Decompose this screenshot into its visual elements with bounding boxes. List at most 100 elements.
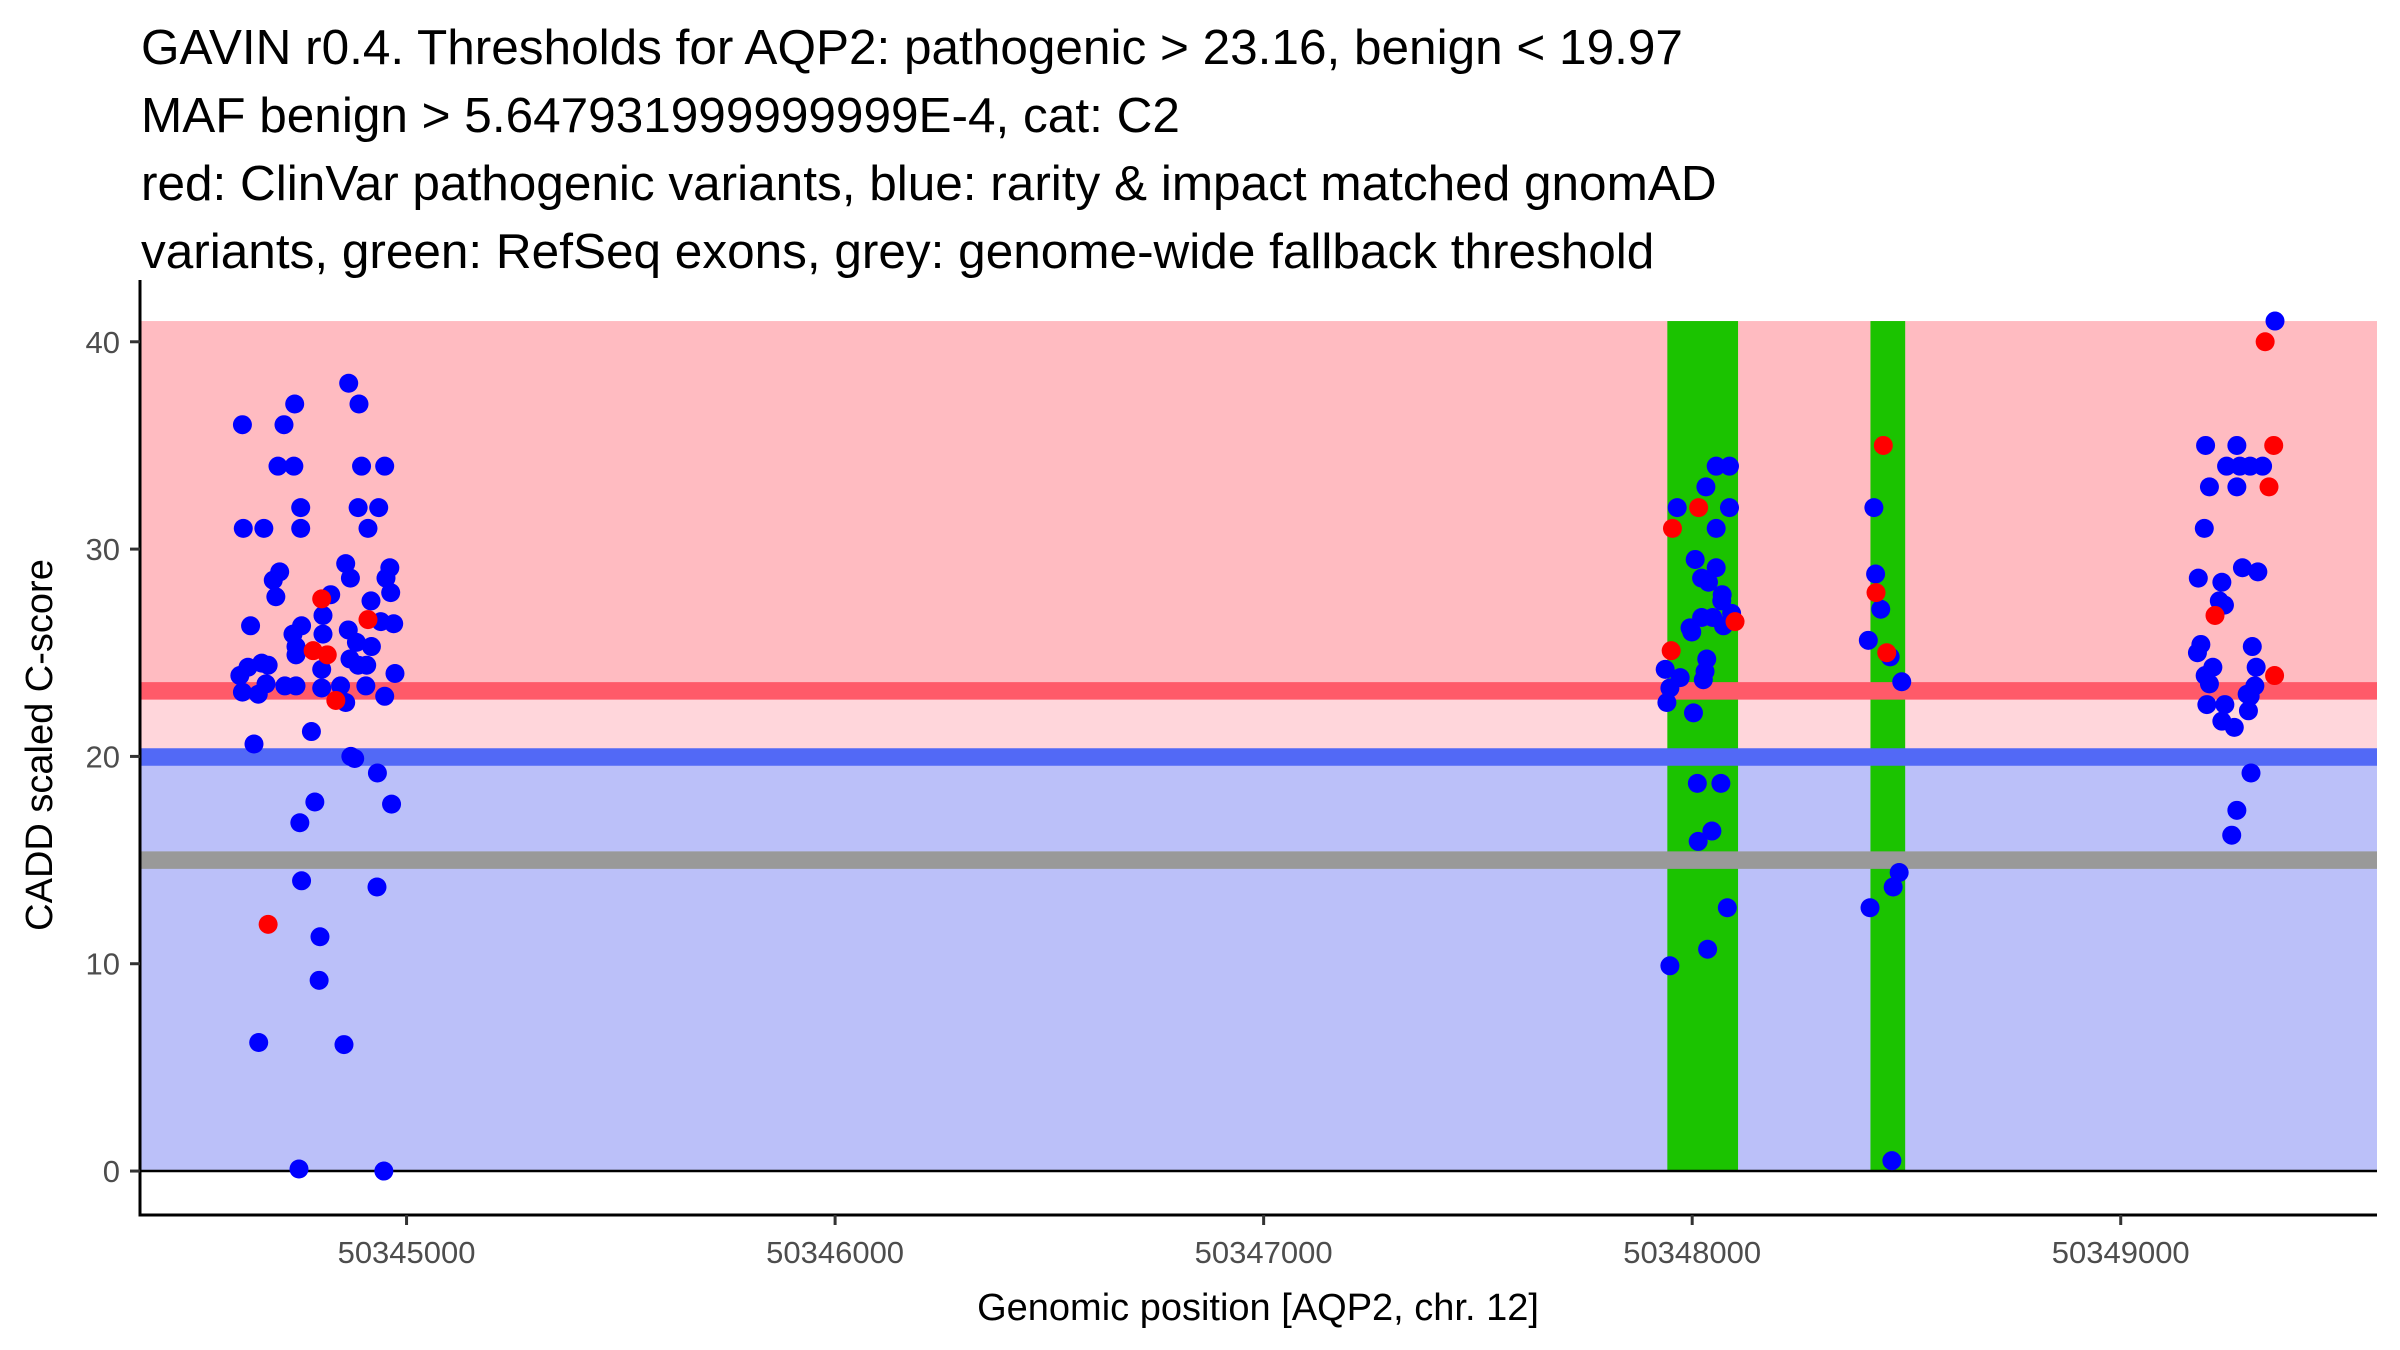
gnomad-point [361, 637, 381, 657]
x-tick-label: 50349000 [2052, 1235, 2190, 1270]
gnomad-point [313, 605, 333, 625]
y-tick-label: 20 [86, 739, 120, 774]
gnomad-point [2238, 701, 2258, 721]
gnomad-point [2227, 800, 2247, 820]
gnomad-point [376, 568, 396, 588]
clinvar-point [312, 589, 332, 609]
gnomad-point [1682, 622, 1702, 642]
chart-title-line-3: red: ClinVar pathogenic variants, blue: … [141, 156, 1717, 211]
gnomad-point [358, 518, 378, 538]
gnomad-point [233, 518, 253, 538]
gnomad-point [1667, 498, 1687, 518]
benign-band [141, 757, 2377, 1172]
gnomad-point [248, 684, 268, 704]
clinvar-point [2265, 666, 2285, 686]
clinvar-point [358, 610, 378, 630]
gnomad-point [2227, 477, 2247, 497]
gnomad-point [263, 570, 283, 590]
gnomad-point [286, 676, 306, 696]
data-points [230, 311, 2285, 1181]
gnomad-point [2199, 477, 2219, 497]
gnomad-point [1660, 678, 1680, 698]
gnomad-point [385, 663, 405, 683]
gnomad-point [258, 655, 278, 675]
gnomad-point [2199, 674, 2219, 694]
gnomad-point [289, 1159, 309, 1179]
x-tick-label: 50346000 [766, 1235, 904, 1270]
gnomad-point [285, 394, 305, 414]
exon-regions [1667, 321, 1906, 1172]
gnomad-point [382, 794, 402, 814]
gnomad-point [2194, 518, 2214, 538]
gnomad-point [352, 456, 372, 476]
clinvar-point [1866, 583, 1886, 603]
y-ticks: 0 10 20 30 40 [86, 325, 140, 1189]
gnomad-point [1706, 456, 1726, 476]
gnomad-point [1702, 821, 1722, 841]
gnomad-point [1693, 670, 1713, 690]
clinvar-point [1725, 612, 1745, 632]
clinvar-point [2205, 605, 2225, 625]
gnomad-point [1698, 939, 1718, 959]
gnomad-point [2265, 311, 2285, 331]
gnomad-point [2242, 637, 2262, 657]
gnomad-point [310, 927, 330, 947]
gnomad-point [254, 518, 274, 538]
gnomad-point [346, 632, 366, 652]
clinvar-point [258, 914, 278, 934]
gnomad-point [2215, 695, 2235, 715]
clinvar-point [2264, 435, 2284, 455]
gnomad-point [1864, 498, 1884, 518]
gnomad-point [357, 655, 377, 675]
gnomad-point [375, 456, 395, 476]
clinvar-point [2255, 332, 2275, 352]
clinvar-point [326, 690, 346, 710]
gnomad-point [244, 734, 264, 754]
gnomad-point [384, 614, 404, 634]
threshold-lines [141, 682, 2377, 1173]
gnomad-point [1719, 498, 1739, 518]
gnomad-point [361, 591, 381, 611]
clinvar-point [1873, 435, 1893, 455]
gnomad-point [1883, 877, 1903, 897]
x-tick-label: 50345000 [338, 1235, 476, 1270]
gnomad-point [2224, 717, 2244, 737]
threshold-bands [141, 321, 2377, 1172]
gnomad-point [249, 1033, 269, 1053]
gnomad-point [309, 970, 329, 990]
gnomad-point [374, 1161, 394, 1181]
gnomad-point [1860, 898, 1880, 918]
exon-region-2 [1870, 321, 1906, 1172]
clinvar-point [1689, 498, 1709, 518]
clinvar-point [2259, 477, 2279, 497]
y-axis-title: CADD scaled C-score [19, 559, 61, 931]
gnomad-point [274, 415, 294, 435]
gnomad-point [331, 676, 351, 696]
gnomad-point [1882, 1151, 1902, 1171]
gnomad-point [1655, 659, 1675, 679]
exon-region-1 [1667, 321, 1739, 1172]
gnomad-point [305, 792, 325, 812]
gnomad-point [291, 498, 311, 518]
gnomad-point [2248, 562, 2268, 582]
gnomad-point [1685, 549, 1705, 569]
gnomad-point [375, 686, 395, 706]
gnomad-point [1892, 672, 1912, 692]
chart-title-line-2: MAF benign > 5.647931999999999E-4, cat: … [141, 88, 1180, 143]
gnomad-point [2232, 558, 2252, 578]
gnomad-point [2241, 763, 2261, 783]
gnomad-point [1858, 630, 1878, 650]
gnomad-point [232, 682, 252, 702]
gnomad-point [2246, 657, 2266, 677]
gnomad-point [291, 518, 311, 538]
gnomad-point [2187, 643, 2207, 663]
gnomad-point [2197, 695, 2217, 715]
uncertain-band [141, 690, 2377, 758]
gnomad-point [301, 722, 321, 742]
gnomad-point [1696, 477, 1716, 497]
gnomad-point [1683, 703, 1703, 723]
gnomad-point [369, 498, 389, 518]
gnomad-point [284, 456, 304, 476]
gnomad-point [2212, 572, 2232, 592]
